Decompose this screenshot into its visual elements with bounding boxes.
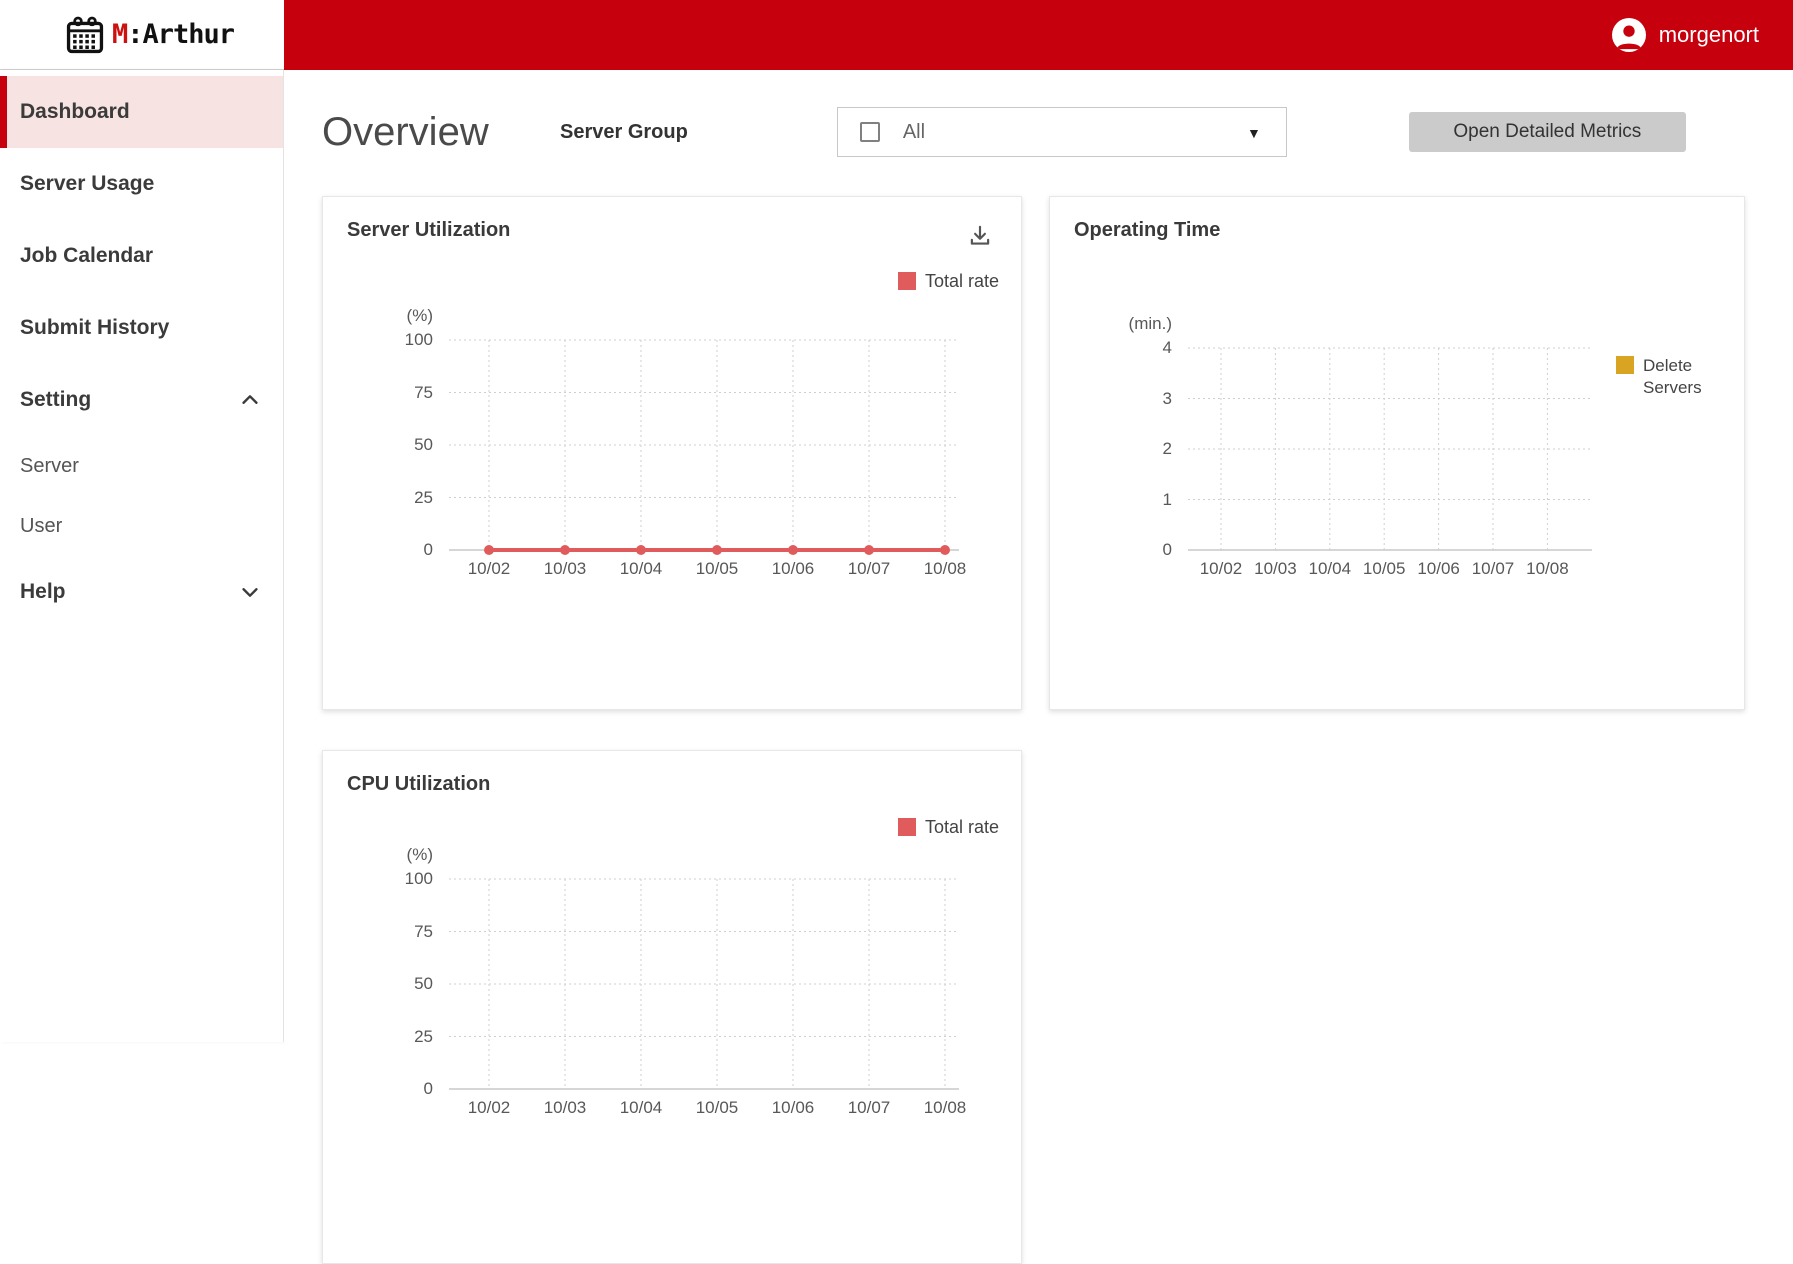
user-avatar-icon <box>1611 18 1646 52</box>
line-chart-server-utilization: 100 75 50 25 0 (%) 10/02 10/03 10/04 10/05 10/06 10… <box>323 197 1021 709</box>
dropdown-selected-value: All <box>902 120 926 143</box>
y-axis-unit-label: (%) <box>406 306 433 325</box>
line-chart-operating-time: 4 3 2 1 0 (min.) 10/02 10/03 10/04 10/05 10/06 10/0… <box>1050 197 1744 709</box>
x-axis-tick-label: 10/02 <box>467 559 511 578</box>
x-axis-tick-label: 10/04 <box>619 559 663 578</box>
x-axis-tick-label: 10/06 <box>771 559 815 578</box>
x-axis-tick-label: 10/03 <box>543 1098 587 1117</box>
sidebar-item-label: Job Calendar <box>20 244 154 267</box>
download-icon[interactable] <box>967 223 993 249</box>
chevron-up-icon <box>242 395 258 404</box>
y-axis-unit-label: (%) <box>406 845 433 864</box>
sidebar-item-server-usage[interactable]: Server Usage <box>0 148 283 220</box>
page-title: Overview <box>322 109 489 154</box>
sidebar-item-setting[interactable]: Setting <box>0 364 283 436</box>
sidebar-item-server[interactable]: Server <box>0 436 283 496</box>
sidebar-item-help[interactable]: Help <box>0 556 283 628</box>
sidebar-item-label: Setting <box>20 388 92 411</box>
x-axis-tick-label: 10/02 <box>1199 559 1243 578</box>
calendar-logo-icon <box>66 16 104 53</box>
chart-legend: Total rate <box>897 817 999 838</box>
sidebar-item-label: Dashboard <box>20 100 130 123</box>
sidebar-item-dashboard[interactable]: Dashboard <box>0 76 283 148</box>
user-menu[interactable]: morgenort <box>1611 0 1759 70</box>
sidebar-item-submit-history[interactable]: Submit History <box>0 292 283 364</box>
y-axis-tick-label: 25 <box>414 487 433 507</box>
sidebar-nav: Dashboard Server Usage Job Calendar Subm… <box>0 76 283 628</box>
y-axis-unit-label: (min.) <box>1128 314 1172 333</box>
sidebar-item-label: Server Usage <box>20 172 155 195</box>
x-axis-tick-label: 10/07 <box>847 559 891 578</box>
y-axis-tick-label: 25 <box>414 1026 433 1046</box>
x-axis-tick-label: 10/05 <box>695 1098 739 1117</box>
x-axis-tick-label: 10/05 <box>695 559 739 578</box>
x-axis-tick-label: 10/08 <box>1526 559 1569 578</box>
sidebar-item-label: Server <box>20 454 79 477</box>
x-axis-tick-label: 10/02 <box>467 1098 511 1117</box>
all-checkbox[interactable] <box>859 122 880 142</box>
chart-title: Operating Time <box>1074 219 1221 241</box>
y-axis-tick-label: 50 <box>414 435 433 454</box>
y-axis-tick-label: 4 <box>1162 338 1172 357</box>
chevron-down-icon <box>242 588 258 597</box>
legend-swatch-total-rate <box>897 272 916 290</box>
server-utilization-card: Server Utilization Total rate 100 75 50 25 0… <box>322 196 1022 710</box>
x-axis-tick-label: 10/08 <box>923 559 967 578</box>
y-axis-tick-label: 1 <box>1162 489 1172 509</box>
sidebar-item-label: User <box>20 514 63 537</box>
y-axis-tick-label: 0 <box>1162 540 1172 559</box>
legend-swatch-delete-servers <box>1616 356 1634 374</box>
operating-time-card: Operating Time Delete Servers 4 3 2 1 0 (min.… <box>1049 196 1745 710</box>
server-group-dropdown[interactable]: All ▼ <box>836 107 1287 157</box>
x-axis-tick-label: 10/04 <box>1308 559 1352 578</box>
main-content: Overview Server Group All ▼ Open Detaile… <box>284 70 1793 1264</box>
legend-label: Total rate <box>924 271 999 291</box>
chart-title: CPU Utilization <box>347 773 491 795</box>
server-group-label: Server Group <box>560 120 688 143</box>
legend-label: Delete Servers <box>1643 356 1702 398</box>
x-axis-tick-label: 10/04 <box>619 1098 663 1117</box>
y-axis-tick-label: 100 <box>404 869 433 888</box>
y-axis-tick-label: 100 <box>404 330 433 349</box>
sidebar: Dashboard Server Usage Job Calendar Subm… <box>0 70 284 1042</box>
y-axis-tick-label: 75 <box>414 382 433 402</box>
x-axis-tick-label: 10/08 <box>923 1098 967 1117</box>
legend-swatch-total-rate <box>897 818 916 836</box>
y-axis-tick-label: 2 <box>1162 439 1172 458</box>
chart-legend: Delete Servers <box>1616 355 1723 399</box>
sidebar-item-label: Help <box>20 580 66 603</box>
x-axis-tick-label: 10/06 <box>771 1098 815 1117</box>
y-axis-tick-label: 50 <box>414 974 433 993</box>
x-axis-tick-label: 10/05 <box>1362 559 1406 578</box>
y-axis-tick-label: 0 <box>423 540 433 559</box>
username-label: morgenort <box>1658 22 1759 47</box>
charts-grid: Server Utilization Total rate 100 75 50 25 0… <box>322 196 1793 1264</box>
logo-text: M:Arthur <box>112 19 235 50</box>
cpu-utilization-card: CPU Utilization Total rate 100 75 50 25 0 (%)… <box>322 750 1022 1264</box>
x-axis-tick-label: 10/07 <box>1471 559 1515 578</box>
x-axis-tick-label: 10/03 <box>543 559 587 578</box>
x-axis-tick-label: 10/06 <box>1417 559 1460 578</box>
app-logo[interactable]: M:Arthur <box>0 0 284 70</box>
open-detailed-metrics-button[interactable]: Open Detailed Metrics <box>1408 112 1686 152</box>
y-axis-tick-label: 75 <box>414 921 433 941</box>
y-axis-tick-label: 3 <box>1162 388 1172 408</box>
sidebar-item-job-calendar[interactable]: Job Calendar <box>0 220 283 292</box>
x-axis-tick-label: 10/03 <box>1254 559 1297 578</box>
toolbar: Overview Server Group All ▼ Open Detaile… <box>322 107 1793 157</box>
legend-label: Total rate <box>924 817 999 837</box>
sidebar-item-user[interactable]: User <box>0 496 283 556</box>
line-chart-cpu-utilization: 100 75 50 25 0 (%) 10/02 10/03 10/04 10/05 10/06 10… <box>323 751 1021 1263</box>
x-axis-tick-label: 10/07 <box>847 1098 891 1117</box>
dropdown-arrow-icon[interactable]: ▼ <box>1246 125 1261 141</box>
top-header-bar: morgenort <box>0 0 1793 70</box>
chart-title: Server Utilization <box>347 219 511 241</box>
sidebar-item-label: Submit History <box>20 316 170 339</box>
chart-legend: Total rate <box>897 271 999 292</box>
